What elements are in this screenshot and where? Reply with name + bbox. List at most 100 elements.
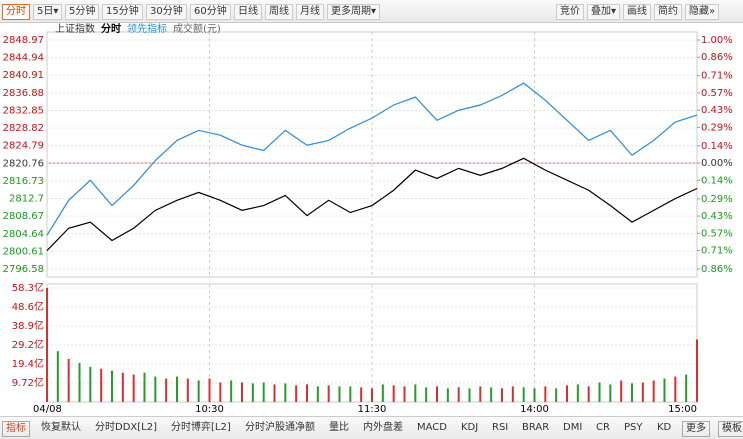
tab-button[interactable]: 5分钟	[65, 4, 100, 20]
y2-tick-label: 0.29%	[701, 194, 733, 205]
tab-button[interactable]: 更多周期▾	[327, 4, 381, 20]
y-tick-label: 2820.76	[3, 158, 44, 169]
tab-button[interactable]: 分时DDX[L2]	[95, 422, 157, 433]
y-tick-label: 2828.82	[3, 123, 44, 134]
volume-bar	[641, 382, 644, 402]
volume-bar	[533, 388, 536, 402]
tab-button[interactable]: 模板	[718, 421, 743, 437]
volume-bar	[696, 339, 698, 402]
volume-bar	[501, 388, 503, 402]
tab-button[interactable]: RSI	[492, 422, 509, 433]
volume-bar	[446, 388, 449, 402]
volume-bar	[587, 386, 590, 402]
volume-bar	[186, 378, 189, 402]
volume-bar	[522, 387, 525, 402]
chart: 2848.97 2844.94 2840.91 2836.88 2832.85 2828.…	[3, 22, 733, 415]
price-line	[46, 82, 698, 236]
tab-button[interactable]: 分时沪股通净额	[245, 422, 315, 433]
tab-button[interactable]: 竞价	[556, 4, 584, 20]
y2-tick-label: 0.43%	[701, 105, 733, 116]
y2-tick-label: 1.00%	[701, 35, 733, 46]
y-tick-label: 2796.58	[3, 264, 44, 275]
volume-bar	[576, 384, 579, 402]
volume-bar	[685, 374, 688, 402]
y-tick-label: 2840.91	[3, 70, 44, 81]
volume-bar	[381, 384, 384, 402]
tab-button[interactable]: DMI	[563, 422, 583, 433]
volume-bar	[197, 380, 200, 402]
x-tick-label: 04/08	[33, 404, 62, 415]
tab-button[interactable]: 月线	[296, 4, 324, 20]
tab-button[interactable]: 周线	[265, 4, 293, 20]
volume-bar	[414, 384, 417, 402]
tab-button[interactable]: 60分钟	[190, 4, 231, 20]
volume-tick-label: 38.9亿	[12, 319, 44, 332]
y2-tick-label: 0.71%	[701, 71, 733, 82]
volume-bar	[338, 386, 341, 402]
toolbar: 分时 5日▾ 5分钟 15分钟 30分钟 60分钟 日线 周线 月线 更多周期▾ 隐藏» 简约 画线 叠加…	[0, 0, 743, 23]
volume-bar	[284, 383, 287, 402]
volume-bar	[295, 385, 298, 402]
volume-bar	[89, 366, 92, 402]
volume-tick-label: 29.2亿	[12, 338, 44, 351]
tab-button[interactable]: 更多	[682, 421, 710, 437]
volume-bar	[511, 386, 514, 402]
volume-bar	[436, 386, 438, 402]
tab-button[interactable]: 30分钟	[146, 4, 187, 20]
volume-bar	[360, 387, 363, 402]
y2-tick-label: 0.43%	[701, 211, 733, 222]
tab-button[interactable]: 指标	[2, 421, 30, 437]
tab-button[interactable]: 内外盘差	[363, 422, 403, 433]
volume-tick-label: 19.4亿	[12, 357, 44, 370]
tab-button[interactable]: 量比	[329, 422, 349, 433]
tab-button[interactable]: 分时博弈[L2]	[171, 422, 231, 433]
volume-bar	[674, 376, 677, 402]
tab-button[interactable]: KD	[657, 422, 672, 433]
volume-bar	[100, 368, 103, 402]
y-tick-label: 2844.94	[3, 53, 44, 64]
volume-bar	[306, 384, 308, 402]
volume-bar	[327, 385, 330, 402]
tab-button[interactable]: KDJ	[461, 422, 479, 433]
tab-button[interactable]: PSY	[624, 422, 643, 433]
y2-tick-label: 0.71%	[701, 246, 733, 257]
y-tick-label: 2812.7	[9, 194, 44, 205]
tab-button[interactable]: 日线	[234, 4, 262, 20]
tab-button[interactable]: 15分钟	[102, 4, 143, 20]
volume-bar	[555, 388, 558, 402]
y2-tick-label: 0.00%	[701, 158, 733, 169]
tab-button[interactable]: MACD	[417, 422, 447, 433]
volume-tick-label: 9.72亿	[12, 376, 44, 389]
volume-bar	[121, 372, 124, 402]
volume-bar	[371, 388, 373, 402]
volume-bar	[143, 372, 146, 402]
volume-tick-label: 58.3亿	[12, 281, 44, 294]
volume-bar	[631, 383, 633, 402]
x-tick-label: 15:00	[668, 404, 697, 415]
tab-button[interactable]: 简约	[654, 4, 682, 20]
tab-button[interactable]: BRAR	[522, 422, 550, 433]
tab-button[interactable]: 恢复默认	[41, 422, 81, 433]
volume-bar	[349, 386, 352, 402]
tab-button[interactable]: 叠加▾	[587, 4, 621, 20]
y-tick-label: 2836.88	[3, 88, 44, 99]
tab-button[interactable]: CR	[596, 422, 610, 433]
volume-bar	[479, 386, 482, 402]
tab-button[interactable]: 分时	[2, 4, 30, 20]
volume-bar	[67, 358, 70, 402]
volume-bar	[251, 383, 254, 402]
volume-bar	[609, 384, 612, 402]
volume-bar	[490, 387, 493, 402]
tab-button[interactable]: 隐藏»	[685, 4, 720, 20]
y2-tick-label: 0.57%	[701, 228, 733, 239]
y-tick-label: 2804.64	[3, 229, 44, 240]
volume-bar	[468, 388, 471, 402]
tab-button[interactable]: 画线	[623, 4, 651, 20]
x-tick-label: 11:30	[358, 404, 387, 415]
y2-tick-label: 0.57%	[701, 88, 733, 99]
volume-bar	[598, 382, 601, 402]
volume-bar	[56, 351, 59, 402]
tab-button[interactable]: 5日▾	[33, 4, 63, 20]
volume-bar	[78, 362, 81, 402]
volume-bar	[457, 387, 460, 402]
